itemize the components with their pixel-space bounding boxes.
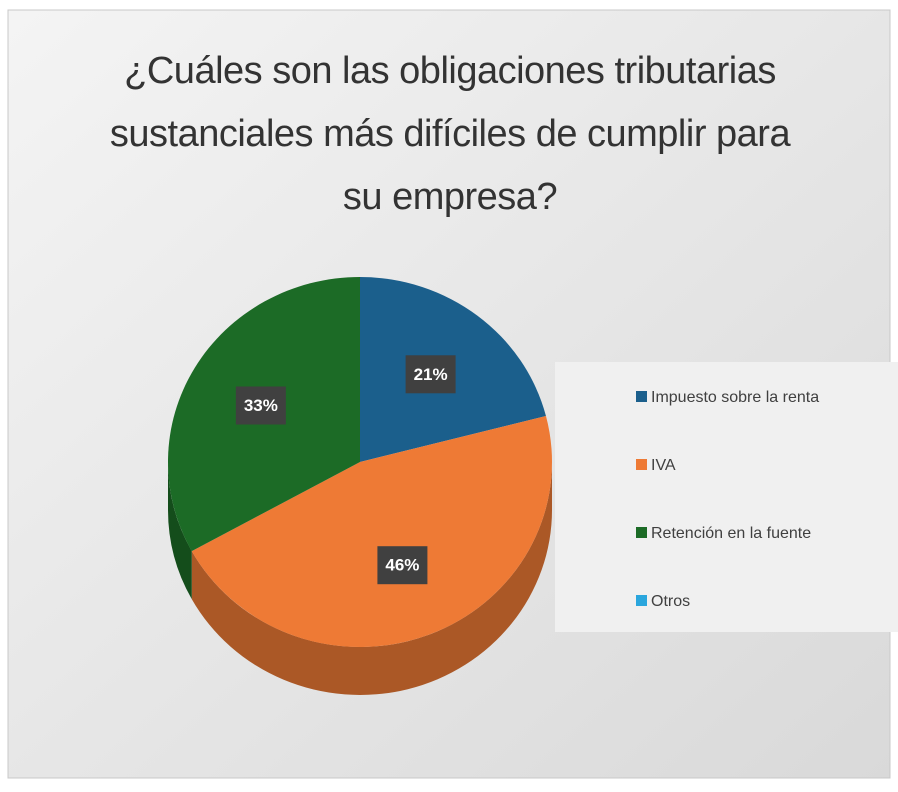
legend-swatch <box>636 391 647 402</box>
pie-slice <box>191 415 552 647</box>
data-label: 21% <box>414 365 448 384</box>
chart-title: ¿Cuáles son las obligaciones tributarias… <box>109 50 791 218</box>
legend-label: Impuesto sobre la renta <box>651 389 819 406</box>
legend-box <box>555 362 898 632</box>
legend-swatch <box>636 595 647 606</box>
legend-label: Otros <box>651 593 690 610</box>
data-label: 46% <box>385 556 419 575</box>
legend-label: Retención en la fuente <box>651 525 811 542</box>
legend-label: IVA <box>651 457 676 474</box>
data-label-box <box>405 355 456 394</box>
legend-swatch <box>636 527 647 538</box>
legend-swatch <box>636 459 647 470</box>
pie-slice-side <box>191 462 552 695</box>
data-label: 33% <box>244 396 278 415</box>
data-label-box <box>235 386 286 425</box>
title-box: ¿Cuáles son las obligaciones tributarias… <box>109 50 791 218</box>
pie-slice-side <box>168 462 192 600</box>
data-label-box <box>377 546 428 585</box>
